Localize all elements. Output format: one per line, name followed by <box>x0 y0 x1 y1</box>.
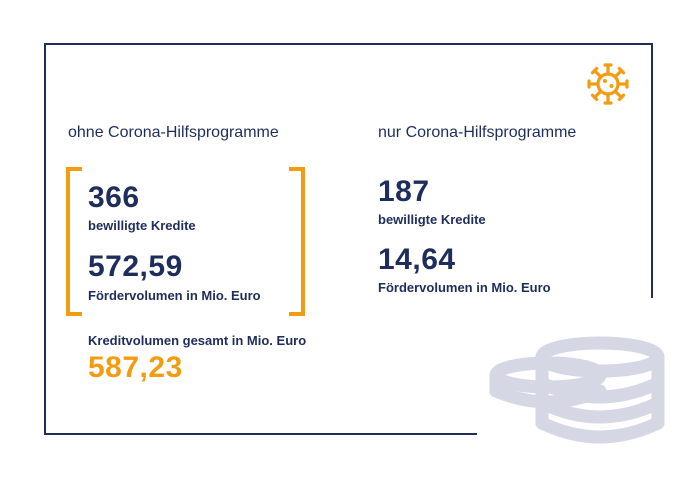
coins-icon <box>489 336 665 444</box>
frame-top <box>44 43 653 45</box>
frame-left <box>44 43 46 435</box>
frame-right <box>651 43 653 298</box>
frame-bottom <box>44 433 477 435</box>
left-loans-count: 366 <box>88 181 140 214</box>
left-bracket <box>66 167 82 316</box>
total-value: 587,23 <box>88 351 183 384</box>
right-loans-count: 187 <box>378 175 430 208</box>
left-loans-label: bewilligte Kredite <box>88 218 196 233</box>
right-bracket <box>289 167 305 316</box>
right-loans-label: bewilligte Kredite <box>378 212 486 227</box>
left-volume: 572,59 <box>88 250 183 283</box>
right-heading: nur Corona-Hilfsprogramme <box>378 124 577 141</box>
virus-icon <box>587 63 629 105</box>
right-volume-label: Fördervolumen in Mio. Euro <box>378 280 551 295</box>
right-volume: 14,64 <box>378 243 456 276</box>
left-volume-label: Fördervolumen in Mio. Euro <box>88 288 261 303</box>
total-label: Kreditvolumen gesamt in Mio. Euro <box>88 333 307 348</box>
left-heading: ohne Corona-Hilfsprogramme <box>68 124 279 141</box>
